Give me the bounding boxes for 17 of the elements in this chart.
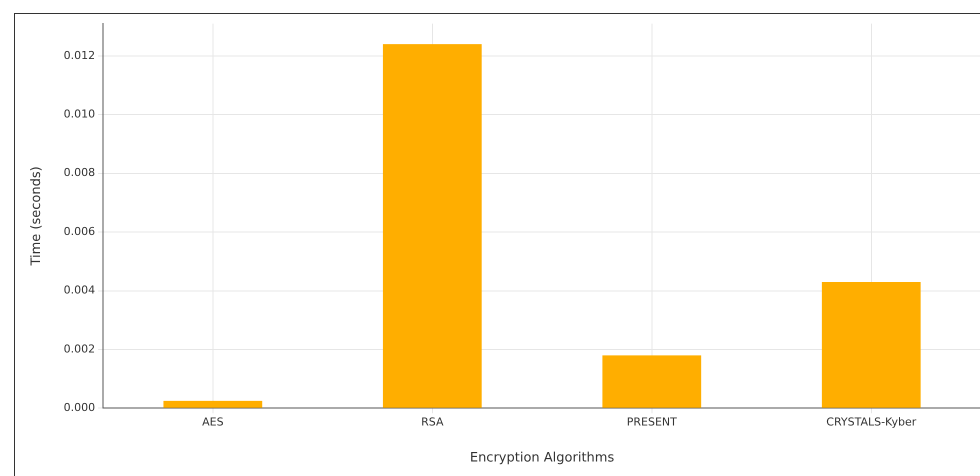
x-tick-label: CRYSTALS-Kyber — [826, 416, 917, 429]
x-tick-label: AES — [202, 416, 224, 429]
y-axis-title: Time (seconds) — [29, 166, 44, 267]
bar — [602, 355, 702, 408]
x-tick-label: RSA — [421, 416, 444, 429]
y-tick-label: 0.010 — [64, 107, 96, 120]
y-tick-label: 0.012 — [64, 48, 96, 62]
y-tick-label: 0.000 — [64, 401, 96, 414]
y-tick-label: 0.004 — [64, 284, 96, 297]
bar — [822, 282, 921, 408]
y-tick-label: 0.008 — [64, 166, 96, 180]
y-tick-label: 0.002 — [64, 342, 96, 356]
bar — [163, 400, 262, 408]
x-tick-label: PRESENT — [626, 416, 678, 429]
bar — [382, 44, 482, 408]
y-tick-label: 0.006 — [64, 224, 96, 238]
x-axis-title: Encryption Algorithms — [470, 450, 614, 466]
